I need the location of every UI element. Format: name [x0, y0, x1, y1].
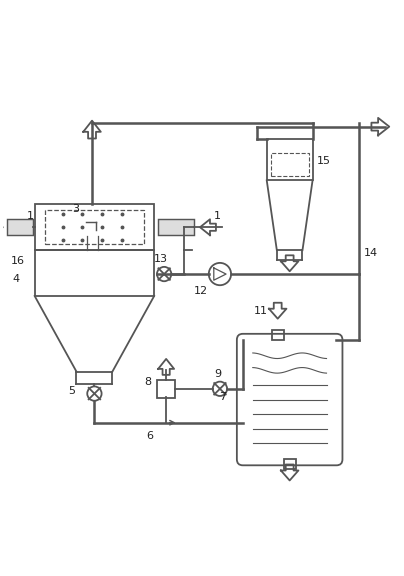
Bar	[284, 459, 296, 469]
Bar	[44, 210, 144, 244]
Text: 8: 8	[144, 377, 152, 387]
Text: 6: 6	[146, 431, 153, 441]
Text: 1: 1	[27, 211, 34, 221]
Text: 9: 9	[214, 369, 221, 379]
Text: 15: 15	[317, 156, 330, 166]
Text: 12: 12	[194, 286, 208, 296]
Text: 14: 14	[363, 248, 377, 258]
Text: 3: 3	[72, 204, 79, 214]
Text: 5: 5	[69, 385, 76, 396]
Text: 10: 10	[0, 575, 1, 576]
Bar	[158, 380, 175, 397]
Text: 16: 16	[11, 256, 25, 266]
Text: 11: 11	[254, 306, 268, 316]
Bar	[35, 250, 154, 296]
Bar	[267, 139, 313, 180]
Text: 1: 1	[214, 211, 221, 221]
Bar	[7, 219, 33, 235]
Text: 13: 13	[154, 254, 168, 264]
Bar	[271, 153, 309, 176]
Text: 4: 4	[13, 274, 20, 284]
Bar	[158, 219, 194, 235]
Bar	[35, 204, 154, 250]
Bar	[272, 330, 284, 340]
Text: 7: 7	[219, 392, 226, 401]
